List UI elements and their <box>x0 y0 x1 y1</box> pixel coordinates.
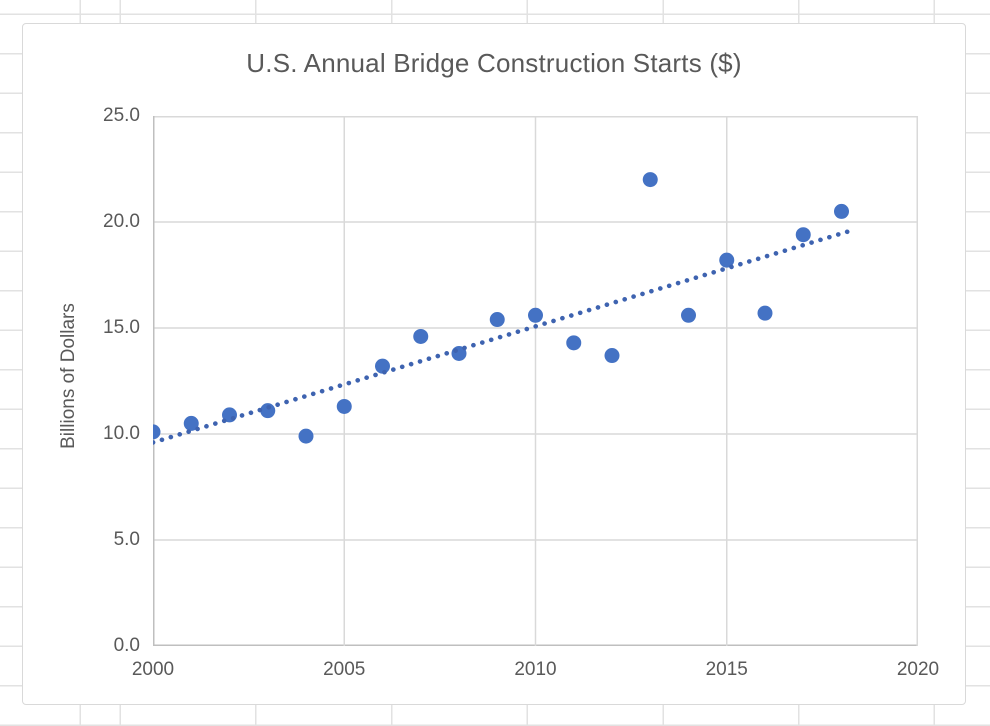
x-tick-label: 2020 <box>896 659 940 680</box>
data-point[interactable] <box>566 335 582 351</box>
data-point[interactable] <box>375 358 390 374</box>
y-tick-label: 0.0 <box>113 635 140 656</box>
data-point[interactable] <box>298 428 314 444</box>
y-tick-label: 15.0 <box>103 317 140 338</box>
x-tick-label: 2000 <box>131 659 175 680</box>
x-tick-label: 2005 <box>323 659 366 680</box>
y-tick-label: 20.0 <box>103 211 140 232</box>
data-point[interactable] <box>795 227 811 243</box>
chart-title[interactable]: U.S. Annual Bridge Construction Starts (… <box>246 48 742 78</box>
data-point[interactable] <box>719 252 735 268</box>
data-point[interactable] <box>604 348 620 364</box>
data-point[interactable] <box>642 172 658 188</box>
x-tick-label: 2010 <box>514 659 557 680</box>
data-point[interactable] <box>260 403 276 419</box>
plot-area[interactable] <box>145 116 918 646</box>
data-point[interactable] <box>336 398 352 414</box>
chart-container[interactable]: U.S. Annual Bridge Construction Starts (… <box>22 23 966 705</box>
y-tick-label: 5.0 <box>113 529 140 550</box>
data-point[interactable] <box>489 312 505 328</box>
y-tick-label: 25.0 <box>103 105 140 126</box>
data-point[interactable] <box>834 203 849 219</box>
y-tick-label: 10.0 <box>103 423 140 444</box>
trendline[interactable] <box>150 227 858 445</box>
data-point[interactable] <box>757 305 773 321</box>
x-tick-label: 2015 <box>705 659 748 680</box>
data-point[interactable] <box>681 307 696 323</box>
data-point[interactable] <box>413 328 429 344</box>
data-point[interactable] <box>145 424 161 440</box>
data-point[interactable] <box>528 307 543 323</box>
scatter-plot <box>145 116 918 646</box>
y-axis-title: Billions of Dollars <box>58 303 79 449</box>
data-point[interactable] <box>183 415 199 431</box>
